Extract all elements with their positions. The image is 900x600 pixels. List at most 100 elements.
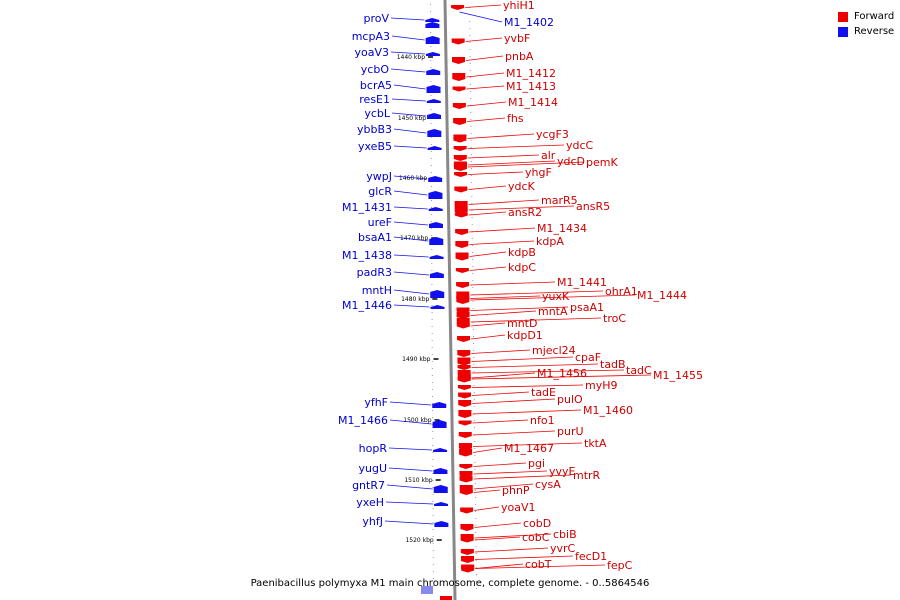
- forward-gene-label[interactable]: mtrR: [573, 469, 601, 482]
- forward-gene-glyph[interactable]: [459, 464, 473, 469]
- reverse-gene-label[interactable]: ureF: [368, 216, 392, 229]
- reverse-gene-glyph[interactable]: [427, 146, 442, 150]
- reverse-gene-glyph[interactable]: [428, 222, 443, 228]
- forward-gene-label[interactable]: cbiB: [553, 528, 577, 541]
- forward-gene-label[interactable]: M1_1467: [504, 442, 554, 455]
- reverse-gene-label[interactable]: ywpJ: [366, 170, 392, 183]
- reverse-gene-label[interactable]: resE1: [359, 93, 390, 106]
- forward-gene-glyph[interactable]: [453, 146, 467, 151]
- forward-gene-glyph[interactable]: [452, 103, 466, 109]
- forward-gene-label[interactable]: tadE: [531, 386, 556, 399]
- reverse-gene-label[interactable]: bcrA5: [360, 79, 392, 92]
- forward-gene-glyph[interactable]: [458, 432, 472, 438]
- forward-gene-label[interactable]: purU: [557, 425, 584, 438]
- forward-gene-glyph[interactable]: [460, 507, 474, 514]
- forward-gene-label[interactable]: ydcK: [508, 180, 536, 193]
- forward-gene-label[interactable]: marR5: [541, 194, 578, 207]
- forward-gene-label[interactable]: psaA1: [570, 301, 604, 314]
- reverse-gene-glyph[interactable]: [430, 305, 445, 309]
- forward-gene-glyph[interactable]: [454, 186, 468, 193]
- forward-gene-label[interactable]: M1_1456: [537, 367, 587, 380]
- forward-gene-glyph[interactable]: [459, 490, 473, 495]
- forward-gene-label[interactable]: mntD: [507, 317, 537, 330]
- reverse-gene-label[interactable]: glcR: [368, 185, 392, 198]
- forward-gene-glyph[interactable]: [460, 537, 474, 543]
- forward-gene-glyph[interactable]: [455, 268, 469, 273]
- forward-gene-glyph[interactable]: [453, 155, 467, 161]
- reverse-gene-glyph[interactable]: [425, 36, 440, 44]
- forward-gene-label[interactable]: ohrA1: [605, 285, 638, 298]
- reverse-gene-label[interactable]: yugU: [358, 462, 387, 475]
- forward-gene-label[interactable]: nfo1: [530, 414, 555, 427]
- reverse-gene-label[interactable]: yoaV3: [354, 46, 389, 59]
- forward-gene-label[interactable]: kdpC: [508, 261, 536, 274]
- forward-gene-label[interactable]: kdpB: [508, 246, 536, 259]
- reverse-gene-glyph[interactable]: [425, 52, 440, 56]
- reverse-gene-label[interactable]: M1_1466: [338, 414, 388, 427]
- reverse-gene-label[interactable]: M1_1438: [342, 249, 392, 262]
- forward-gene-label[interactable]: cysA: [535, 478, 561, 491]
- forward-gene-glyph[interactable]: [456, 296, 470, 301]
- forward-gene-glyph[interactable]: [458, 443, 472, 450]
- forward-gene-label[interactable]: pulO: [557, 393, 583, 406]
- forward-gene-label[interactable]: yvbF: [504, 32, 530, 45]
- forward-gene-glyph[interactable]: [440, 596, 452, 600]
- reverse-gene-label[interactable]: yhfJ: [362, 515, 383, 528]
- forward-gene-glyph[interactable]: [454, 206, 468, 214]
- reverse-gene-label[interactable]: M1_1431: [342, 201, 392, 214]
- reverse-gene-label[interactable]: gntR7: [352, 479, 385, 492]
- forward-gene-label[interactable]: alr: [541, 149, 556, 162]
- forward-gene-label[interactable]: yuxK: [542, 290, 570, 303]
- forward-gene-label[interactable]: troC: [603, 312, 626, 325]
- forward-gene-glyph[interactable]: [453, 118, 467, 125]
- forward-gene-label[interactable]: yhgF: [525, 166, 552, 179]
- forward-gene-label[interactable]: cobD: [523, 517, 551, 530]
- forward-gene-label[interactable]: M1_1441: [557, 276, 607, 289]
- forward-gene-label[interactable]: M1_1413: [506, 80, 556, 93]
- forward-gene-label[interactable]: kdpA: [536, 235, 564, 248]
- reverse-gene-glyph[interactable]: [427, 113, 442, 119]
- reverse-gene-glyph[interactable]: [433, 468, 448, 474]
- forward-gene-label[interactable]: yhiH1: [503, 0, 535, 12]
- forward-gene-label[interactable]: tadB: [600, 358, 626, 371]
- reverse-gene-glyph[interactable]: [432, 420, 447, 428]
- reverse-gene-glyph[interactable]: [428, 191, 443, 199]
- forward-gene-label[interactable]: ycgF3: [536, 128, 569, 141]
- forward-gene-glyph[interactable]: [457, 357, 471, 366]
- forward-gene-label[interactable]: kdpD1: [507, 329, 543, 342]
- forward-gene-label[interactable]: pnbA: [505, 50, 534, 63]
- forward-gene-label[interactable]: yvrC: [550, 542, 576, 555]
- legend-reverse[interactable]: Reverse: [838, 24, 894, 39]
- reverse-gene-glyph[interactable]: [433, 485, 448, 493]
- forward-gene-glyph[interactable]: [457, 336, 471, 342]
- forward-gene-glyph[interactable]: [460, 524, 474, 531]
- reverse-gene-label[interactable]: bsaA1: [358, 231, 392, 244]
- forward-gene-glyph[interactable]: [452, 73, 466, 81]
- forward-gene-label[interactable]: M1_1455: [653, 369, 703, 382]
- forward-gene-label[interactable]: cobT: [525, 558, 552, 571]
- reverse-gene-label[interactable]: yxeB5: [358, 140, 392, 153]
- forward-gene-label[interactable]: yvyE: [549, 465, 576, 478]
- forward-gene-glyph[interactable]: [451, 5, 465, 10]
- forward-gene-glyph[interactable]: [455, 229, 469, 235]
- forward-gene-label[interactable]: ansR2: [508, 206, 542, 219]
- forward-gene-label[interactable]: myH9: [585, 379, 618, 392]
- forward-gene-glyph[interactable]: [451, 38, 465, 45]
- forward-gene-glyph[interactable]: [455, 241, 469, 248]
- reverse-gene-label[interactable]: mcpA3: [352, 30, 390, 43]
- reverse-gene-label[interactable]: M1_1402: [504, 16, 554, 29]
- forward-gene-label[interactable]: M1_1414: [508, 96, 558, 109]
- forward-gene-glyph[interactable]: [454, 212, 468, 218]
- forward-gene-label[interactable]: M1_1412: [506, 67, 556, 80]
- reverse-gene-glyph[interactable]: [421, 586, 433, 594]
- reverse-gene-glyph[interactable]: [429, 272, 444, 278]
- forward-gene-glyph[interactable]: [458, 400, 472, 407]
- forward-gene-label[interactable]: cpaF: [575, 351, 601, 364]
- forward-gene-label[interactable]: phnP: [502, 484, 530, 497]
- forward-gene-glyph[interactable]: [454, 172, 468, 177]
- forward-gene-label[interactable]: tadC: [626, 364, 652, 377]
- forward-gene-glyph[interactable]: [452, 57, 466, 64]
- forward-gene-glyph[interactable]: [459, 475, 473, 483]
- forward-gene-label[interactable]: pgi: [528, 457, 545, 470]
- forward-gene-glyph[interactable]: [455, 252, 469, 261]
